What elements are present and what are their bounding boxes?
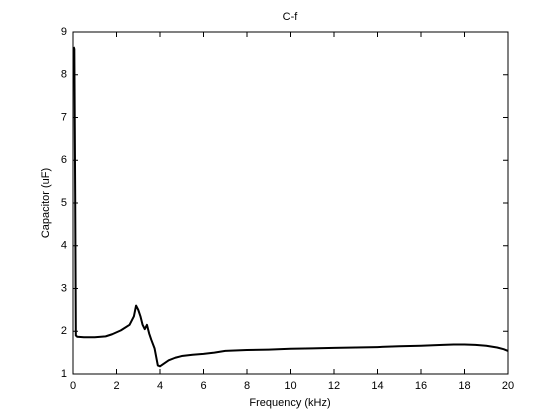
x-tick-label: 16 bbox=[415, 380, 427, 392]
x-tick-label: 0 bbox=[70, 380, 76, 392]
x-tick-label: 14 bbox=[371, 380, 383, 392]
x-tick-label: 4 bbox=[157, 380, 163, 392]
x-tick-label: 18 bbox=[458, 380, 470, 392]
y-axis-label: Capacitor (uF) bbox=[40, 168, 52, 238]
y-tick-label: 5 bbox=[61, 197, 67, 209]
x-tick-label: 2 bbox=[113, 380, 119, 392]
y-tick-label: 3 bbox=[61, 282, 67, 294]
y-tick-label: 4 bbox=[61, 240, 67, 252]
y-tick-label: 1 bbox=[61, 368, 67, 380]
x-tick-label: 8 bbox=[244, 380, 250, 392]
y-tick-label: 6 bbox=[61, 154, 67, 166]
y-tick-label: 7 bbox=[61, 111, 67, 123]
x-tick-label: 6 bbox=[200, 380, 206, 392]
y-tick-label: 8 bbox=[61, 69, 67, 81]
x-tick-label: 12 bbox=[328, 380, 340, 392]
x-axis-label: Frequency (kHz) bbox=[249, 397, 330, 409]
plot-box bbox=[72, 31, 509, 375]
x-tick-label: 20 bbox=[502, 380, 514, 392]
x-tick-label: 10 bbox=[284, 380, 296, 392]
chart-title: C-f bbox=[283, 11, 299, 23]
data-line bbox=[72, 46, 509, 368]
y-tick-label: 2 bbox=[61, 325, 67, 337]
y-tick-label: 9 bbox=[61, 26, 67, 38]
